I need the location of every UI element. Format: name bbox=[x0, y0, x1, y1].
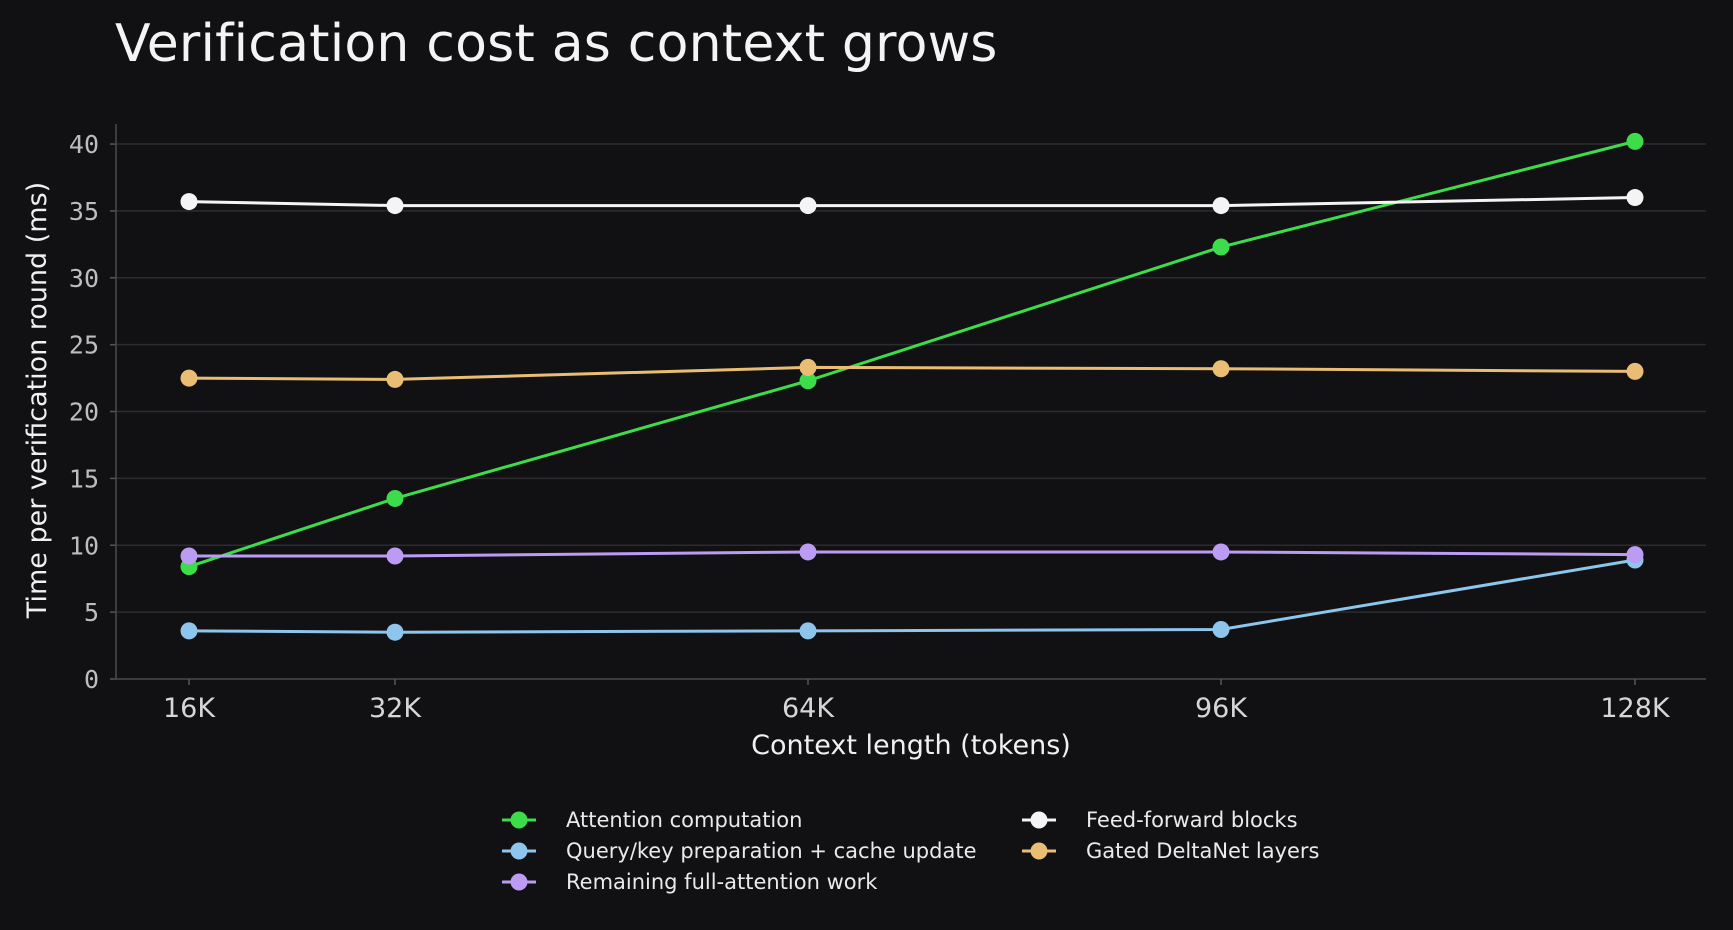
series-feed-forward-blocks bbox=[180, 189, 1644, 215]
legend-label: Remaining full-attention work bbox=[566, 870, 878, 894]
legend-swatch-marker bbox=[510, 873, 528, 891]
data-point bbox=[1212, 197, 1230, 215]
series-line bbox=[189, 550, 1636, 558]
x-tick-label: 32K bbox=[369, 693, 422, 724]
legend-swatch-marker bbox=[510, 811, 528, 829]
data-point bbox=[1626, 132, 1644, 150]
y-tick-label: 0 bbox=[84, 665, 99, 694]
data-point bbox=[1212, 238, 1230, 256]
y-tick-label: 5 bbox=[84, 598, 99, 627]
x-tick-label: 16K bbox=[163, 693, 216, 724]
series-line bbox=[188, 558, 1636, 634]
y-tick-label: 25 bbox=[69, 331, 99, 360]
y-tick-label: 20 bbox=[69, 398, 99, 427]
data-point bbox=[386, 547, 404, 565]
legend: Attention computation Query/key preparati… bbox=[502, 808, 1320, 894]
legend-item: Feed-forward blocks bbox=[1022, 808, 1298, 832]
data-point bbox=[386, 197, 404, 215]
legend-label: Query/key preparation + cache update bbox=[566, 839, 976, 863]
data-point bbox=[386, 370, 404, 388]
legend-swatch-marker bbox=[1030, 811, 1048, 829]
series-line bbox=[188, 196, 1636, 208]
data-point bbox=[1212, 360, 1230, 378]
series-query-key-preparation-cache-update bbox=[180, 551, 1644, 641]
legend-label: Feed-forward blocks bbox=[1086, 808, 1298, 832]
x-tick-label: 128K bbox=[1600, 693, 1671, 724]
data-point bbox=[1212, 543, 1230, 561]
x-tick-label: 64K bbox=[782, 693, 835, 724]
data-point bbox=[1212, 621, 1230, 639]
legend-swatch-marker bbox=[1030, 842, 1048, 860]
data-point bbox=[386, 489, 404, 507]
data-point bbox=[180, 547, 198, 565]
y-axis-label: Time per verification round (ms) bbox=[22, 182, 53, 619]
legend-label: Attention computation bbox=[566, 808, 802, 832]
x-axis-label: Context length (tokens) bbox=[751, 730, 1071, 761]
data-point bbox=[1626, 546, 1644, 564]
series-gated-deltanet-layers bbox=[180, 358, 1644, 388]
x-tick-label: 96K bbox=[1195, 693, 1248, 724]
tick-labels: 0 5 10 15 20 25 30 35 40 16K 32K 64K 96K 128K bbox=[69, 130, 1671, 724]
data-point bbox=[180, 369, 198, 387]
legend-item: Attention computation bbox=[502, 808, 802, 832]
legend-item: Gated DeltaNet layers bbox=[1022, 839, 1320, 863]
data-point bbox=[386, 623, 404, 641]
y-tick-label: 40 bbox=[69, 130, 99, 159]
data-point bbox=[799, 543, 817, 561]
data-point bbox=[799, 372, 817, 390]
legend-item: Remaining full-attention work bbox=[502, 870, 878, 894]
y-tick-label: 10 bbox=[69, 531, 99, 560]
y-tick-label: 35 bbox=[69, 197, 99, 226]
data-point bbox=[180, 622, 198, 640]
series-line bbox=[188, 365, 1636, 381]
series-remaining-full-attention-work bbox=[180, 543, 1644, 565]
series-lines bbox=[180, 132, 1644, 641]
grid bbox=[116, 143, 1706, 613]
legend-swatch-marker bbox=[510, 842, 528, 860]
data-point bbox=[180, 193, 198, 211]
y-tick-label: 30 bbox=[69, 264, 99, 293]
data-point bbox=[799, 358, 817, 376]
axes bbox=[110, 124, 1706, 685]
data-point bbox=[1626, 362, 1644, 380]
data-point bbox=[799, 197, 817, 215]
data-point bbox=[799, 622, 817, 640]
chart-title: Verification cost as context grows bbox=[115, 14, 998, 74]
data-point bbox=[1626, 189, 1644, 207]
y-tick-label: 15 bbox=[69, 464, 99, 493]
legend-item: Query/key preparation + cache update bbox=[502, 839, 976, 863]
legend-label: Gated DeltaNet layers bbox=[1086, 839, 1320, 863]
